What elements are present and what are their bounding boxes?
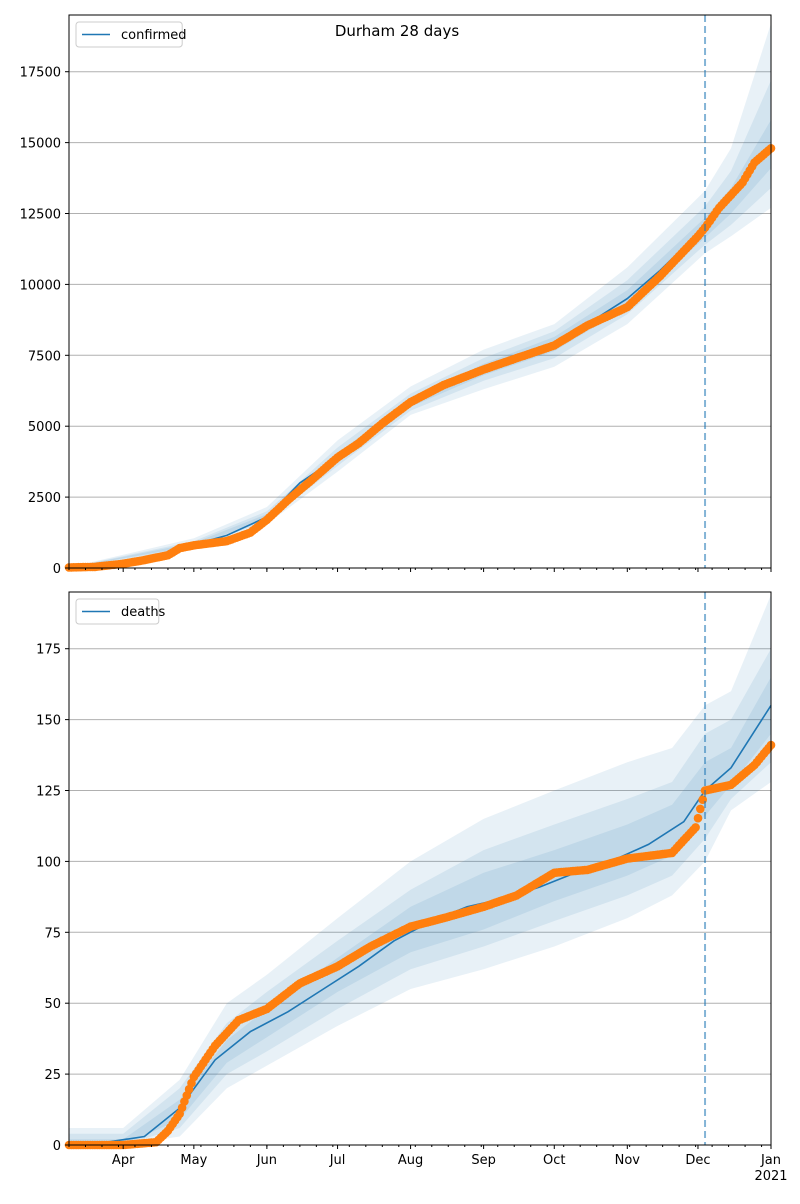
axes-frame [68, 14, 772, 569]
x-tick-label: Aug [398, 1153, 423, 1168]
y-tick-label: 17500 [20, 66, 61, 81]
y-tick-label: 100 [36, 855, 61, 870]
observed-series [64, 740, 776, 1150]
chart-title: Durham 28 days [335, 22, 459, 40]
y-tick-label: 12500 [20, 208, 61, 223]
y-tick-label: 25 [44, 1068, 61, 1083]
band-inner [69, 677, 771, 1145]
observed-point [691, 823, 700, 832]
x-tick-label: Jan [760, 1153, 781, 1168]
y-tick-label: 0 [53, 1139, 61, 1154]
model-line [68, 145, 772, 569]
x-tick-label: Sep [471, 1153, 496, 1168]
y-tick-label: 15000 [20, 137, 61, 152]
y-tick-label: 2500 [28, 491, 61, 506]
panel-bottom: 0 25 50 75 100 125 150 175 Apr May Jun Jul Aug Sep Oct… [36, 591, 788, 1184]
y-tick-label: 10000 [20, 278, 61, 293]
observed-point [693, 813, 703, 823]
x-tick-label: Oct [543, 1153, 565, 1168]
legend: confirmed [75, 21, 187, 48]
legend-box [75, 21, 183, 48]
y-tick-label: 75 [44, 926, 61, 941]
band-middle [69, 80, 771, 568]
y-tick-label: 5000 [28, 420, 61, 435]
y-tick-label: 125 [36, 785, 61, 800]
legend-label: confirmed [121, 28, 187, 43]
observed-point [696, 804, 705, 814]
axes-frame [68, 591, 772, 1146]
band-inner [69, 119, 771, 569]
x-tick-label: May [180, 1153, 207, 1168]
y-tick-label: 175 [36, 643, 61, 658]
x-tick-label: 2021 [754, 1169, 787, 1184]
band-outer [69, 594, 771, 1145]
observed-series [64, 144, 776, 572]
y-tick-label: 150 [36, 714, 61, 729]
band-outer [69, 23, 771, 568]
x-tick-label: Dec [685, 1153, 710, 1168]
legend-box [75, 598, 160, 625]
x-tick-label: Nov [615, 1153, 641, 1168]
x-tick-label: Jun [256, 1153, 277, 1168]
y-tick-label: 7500 [28, 349, 61, 364]
y-tick-label: 0 [53, 562, 61, 577]
x-tick-label: Jul [329, 1153, 346, 1168]
legend-label: deaths [121, 605, 166, 620]
legend: deaths [75, 598, 166, 625]
y-tick-label: 50 [44, 997, 61, 1012]
x-tick-label: Apr [112, 1153, 135, 1168]
panel-top: 0 2500 5000 7500 10000 12500 15000 17500 confirm… [20, 14, 776, 577]
